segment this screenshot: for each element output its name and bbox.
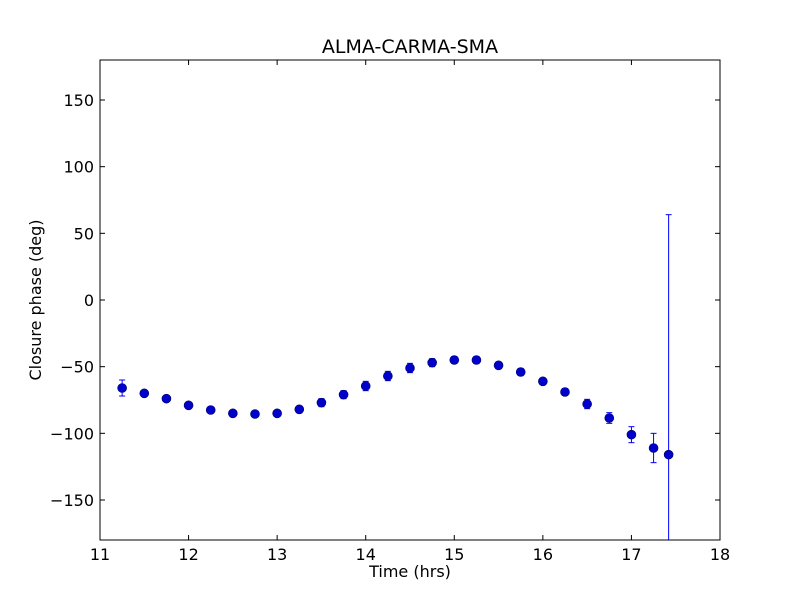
x-tick-label: 11	[90, 545, 110, 564]
y-tick-label: 100	[63, 158, 94, 177]
data-point	[205, 405, 216, 415]
x-tick-label: 17	[621, 545, 641, 564]
x-axis-label: Time (hrs)	[368, 562, 451, 581]
data-point	[139, 388, 150, 399]
x-tick-label: 12	[178, 545, 198, 564]
data-point	[582, 399, 592, 409]
data-point	[604, 413, 615, 423]
data-point	[515, 367, 526, 377]
x-tick-label: 15	[444, 545, 464, 564]
y-tick-label: −100	[50, 424, 94, 443]
data-point	[663, 449, 674, 460]
data-point	[471, 355, 482, 365]
y-tick-label: −50	[60, 358, 94, 377]
data-point	[405, 363, 415, 373]
data-point	[183, 400, 194, 411]
data-point	[117, 383, 127, 393]
x-tick-label: 18	[710, 545, 730, 564]
data-point	[161, 393, 172, 404]
data-point	[560, 387, 570, 397]
data-point	[427, 357, 437, 368]
y-tick-label: 50	[74, 224, 94, 243]
plot-area	[117, 214, 674, 540]
data-point	[250, 409, 260, 419]
chart-title: ALMA-CARMA-SMA	[322, 36, 498, 58]
data-point	[272, 408, 282, 419]
data-point	[449, 355, 460, 365]
x-tick-label: 16	[533, 545, 553, 564]
data-point	[360, 381, 371, 391]
data-point	[294, 404, 305, 415]
data-point	[648, 443, 659, 453]
data-point	[316, 397, 327, 408]
axes: 11 12 13 14 15 16 17 18 −150 −100 −50 0 50 100 150	[50, 60, 730, 564]
y-axis-label: Closure phase (deg)	[26, 219, 45, 380]
x-tick-label: 13	[267, 545, 287, 564]
data-point	[228, 408, 238, 419]
y-tick-label: 0	[84, 291, 94, 310]
data-point	[338, 389, 349, 400]
y-tick-label: −150	[50, 491, 94, 510]
y-tick-label: 150	[63, 91, 94, 110]
x-tick-label: 14	[356, 545, 376, 564]
data-point	[493, 360, 504, 371]
data-point	[538, 376, 548, 387]
data-point	[626, 429, 637, 440]
data-point	[383, 371, 393, 381]
